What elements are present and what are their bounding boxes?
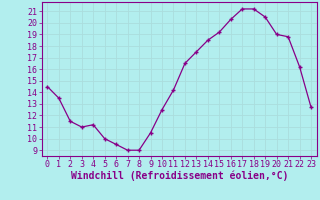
X-axis label: Windchill (Refroidissement éolien,°C): Windchill (Refroidissement éolien,°C) <box>70 171 288 181</box>
